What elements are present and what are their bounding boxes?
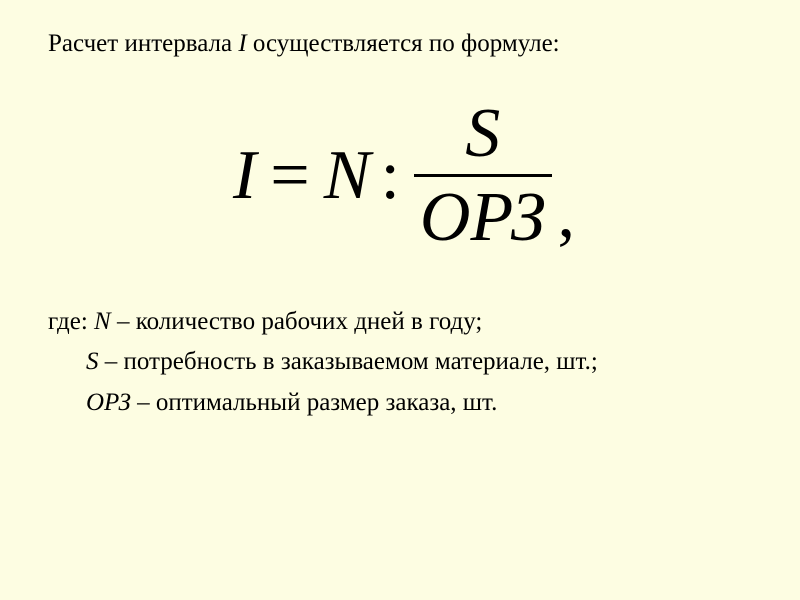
formula: I = N : S ОРЗ , [233, 97, 575, 255]
formula-N: N [324, 141, 371, 211]
fraction: S ОРЗ [414, 97, 552, 255]
intro-I: I [238, 30, 246, 57]
legend-orz-sym: ОРЗ [86, 389, 131, 416]
legend-n: где: N – количество рабочих дней в году; [48, 303, 760, 342]
fraction-denominator: ОРЗ [414, 181, 552, 255]
legend-s: S – потребность в заказываемом материале… [48, 343, 760, 382]
equals-sign: = [270, 141, 309, 211]
formula-lhs: I [233, 141, 256, 211]
legend-n-sym: N [94, 308, 111, 335]
legend-n-text: – количество рабочих дней в году; [111, 308, 483, 335]
fraction-numerator: S [459, 97, 506, 171]
legend-orz: ОРЗ – оптимальный размер заказа, шт. [48, 384, 760, 423]
where-label: где: [48, 308, 94, 335]
division-colon: : [380, 141, 399, 211]
legend: где: N – количество рабочих дней в году;… [48, 303, 760, 423]
intro-post: осуществляется по формуле: [247, 30, 560, 57]
legend-s-sym: S [86, 348, 99, 375]
fraction-bar [414, 174, 552, 177]
intro-pre: Расчет интервала [48, 30, 238, 57]
legend-s-text: – потребность в заказываемом материале, … [99, 348, 598, 375]
intro-line: Расчет интервала I осуществляется по фор… [48, 28, 760, 61]
formula-comma: , [558, 179, 576, 249]
legend-orz-text: – оптимальный размер заказа, шт. [131, 389, 497, 416]
formula-container: I = N : S ОРЗ , [48, 97, 760, 255]
